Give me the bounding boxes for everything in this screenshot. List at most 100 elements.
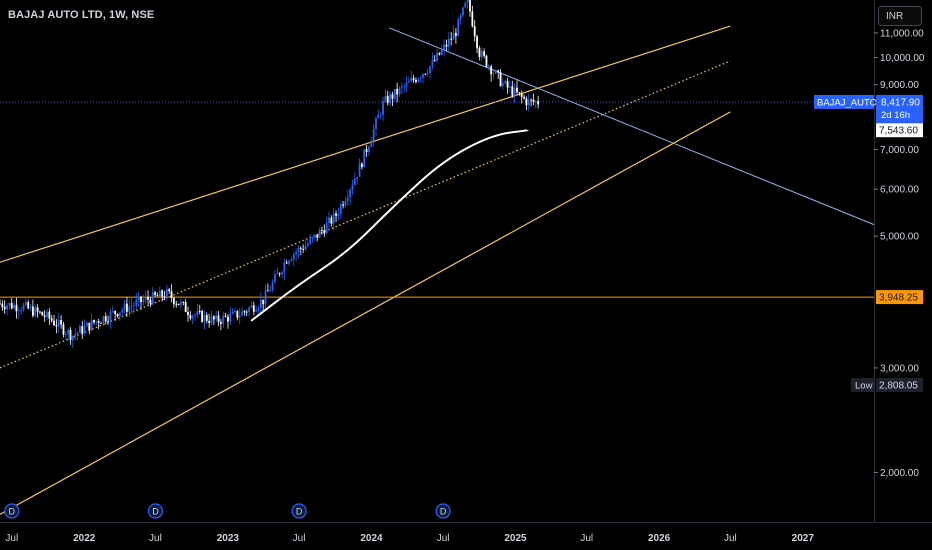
candle-body <box>43 315 46 317</box>
candle-body <box>274 274 276 283</box>
candle-body <box>93 319 95 323</box>
candle-body <box>431 59 434 67</box>
candle-body <box>314 234 316 238</box>
candle-body <box>382 101 384 115</box>
candle-body <box>363 149 366 168</box>
candle-body <box>497 70 500 73</box>
candle-body <box>290 259 293 261</box>
candle-body <box>227 316 229 322</box>
candle-body <box>438 52 441 55</box>
candle-body <box>339 204 342 215</box>
candle-body <box>471 11 474 27</box>
candle-body <box>302 248 305 250</box>
candle-body <box>175 303 178 305</box>
candle-body <box>351 185 354 190</box>
candle-body <box>276 273 279 275</box>
candle-body <box>194 314 196 316</box>
dividend-marker-label: D <box>9 507 16 517</box>
candle-body <box>128 306 131 312</box>
candle-body <box>170 291 173 298</box>
candle-body <box>241 311 243 316</box>
candle-body <box>443 44 446 50</box>
candle-body <box>201 311 203 322</box>
candle-body <box>330 217 333 224</box>
last-price-value: 8,417.90 <box>881 97 920 108</box>
candle-body <box>328 217 330 224</box>
candle-body <box>335 213 337 216</box>
candle-body <box>361 163 363 168</box>
candle-body <box>196 311 199 315</box>
candle-body <box>346 197 349 201</box>
candle-body <box>292 254 295 260</box>
candle-body <box>0 303 1 305</box>
candle-body <box>32 306 34 316</box>
candle-body <box>283 262 286 273</box>
candle-body <box>104 316 107 322</box>
candle-body <box>445 44 448 47</box>
currency-button[interactable]: INR <box>878 6 922 26</box>
candle-body <box>13 304 15 309</box>
candle-body <box>149 299 152 304</box>
candle-body <box>121 309 124 313</box>
candle-body <box>116 314 119 317</box>
candle-body <box>123 303 126 310</box>
candle-body <box>530 99 532 101</box>
y-tick-label: 3,000.00 <box>880 363 919 374</box>
candle-body <box>236 310 239 318</box>
candle-body <box>400 86 403 88</box>
candle-body <box>520 93 523 97</box>
candle-body <box>285 262 288 264</box>
channel-mid-line <box>0 60 731 369</box>
candle-body <box>222 315 225 324</box>
candle-body <box>212 316 215 320</box>
candle-body <box>142 299 145 303</box>
candle-body <box>281 272 283 275</box>
candle-body <box>55 325 58 327</box>
x-tick-label: 2023 <box>217 533 240 544</box>
candle-body <box>408 81 410 83</box>
candle-body <box>452 32 455 40</box>
candle-body <box>41 312 44 316</box>
x-tick-label: 2022 <box>73 533 96 544</box>
low-tag-text: Low <box>855 380 873 391</box>
candle-body <box>20 310 23 311</box>
candle-body <box>97 321 100 323</box>
candle-body <box>191 315 194 319</box>
candle-body <box>309 238 312 244</box>
candle-body <box>365 149 368 152</box>
candle-body <box>135 300 138 306</box>
channel-lower-line <box>0 111 731 515</box>
candle-body <box>490 66 493 75</box>
candle-body <box>398 87 401 95</box>
candle-body <box>208 320 211 323</box>
dividend-marker-icon <box>147 503 164 519</box>
candle-body <box>370 140 373 147</box>
x-tick-label: Jul <box>580 533 593 544</box>
candle-body <box>316 234 319 238</box>
candle-body <box>187 312 189 316</box>
candle-body <box>76 332 79 335</box>
candle-body <box>288 260 290 264</box>
candle-body <box>464 2 467 8</box>
dividend-marker-icon <box>4 503 20 519</box>
candle-body <box>527 99 530 106</box>
candle-body <box>502 83 504 87</box>
candle-body <box>154 292 156 296</box>
candle-body <box>161 290 164 297</box>
candle-body <box>509 86 511 88</box>
candle-body <box>217 315 220 322</box>
candle-body <box>476 36 478 49</box>
candle-body <box>109 311 112 322</box>
candle-body <box>485 55 488 67</box>
candle-body <box>473 26 476 37</box>
symbol-tag <box>814 94 874 109</box>
candle-body <box>480 51 483 57</box>
candle-body <box>321 230 323 231</box>
candle-body <box>356 176 359 179</box>
candle-body <box>180 302 182 305</box>
candle-body <box>250 305 253 308</box>
symbol-tag-text: BAJAJ_AUTO <box>817 97 877 108</box>
candle-body <box>525 98 528 106</box>
candle-body <box>177 303 180 305</box>
